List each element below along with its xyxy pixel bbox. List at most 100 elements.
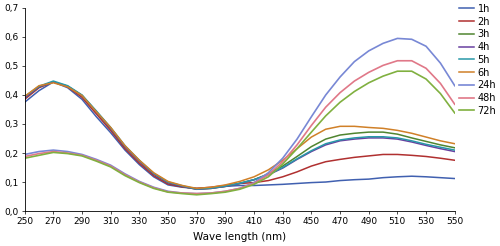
72h: [22, 157, 28, 160]
24h: [352, 60, 358, 63]
48h: [294, 143, 300, 146]
2h: [108, 129, 114, 132]
Line: 5h: 5h: [24, 81, 454, 189]
4h: [380, 137, 386, 139]
48h: [122, 173, 128, 176]
1h: [180, 186, 186, 189]
72h: [150, 187, 156, 190]
1h: [122, 149, 128, 152]
1h: [36, 89, 42, 92]
48h: [322, 106, 328, 109]
48h: [408, 59, 414, 62]
48h: [22, 155, 28, 158]
6h: [236, 180, 242, 183]
6h: [50, 81, 56, 84]
5h: [208, 187, 214, 190]
72h: [165, 191, 171, 194]
72h: [194, 193, 200, 196]
3h: [22, 96, 28, 99]
72h: [322, 114, 328, 117]
72h: [251, 183, 257, 186]
1h: [266, 184, 272, 186]
48h: [222, 190, 228, 193]
4h: [165, 181, 171, 184]
2h: [165, 183, 171, 185]
1h: [452, 177, 458, 180]
Line: 3h: 3h: [24, 82, 454, 189]
72h: [180, 192, 186, 195]
6h: [108, 126, 114, 129]
5h: [136, 159, 142, 162]
4h: [94, 110, 100, 113]
2h: [22, 98, 28, 101]
2h: [222, 184, 228, 187]
1h: [236, 184, 242, 187]
72h: [208, 192, 214, 195]
48h: [266, 173, 272, 176]
6h: [22, 95, 28, 98]
1h: [352, 178, 358, 181]
24h: [180, 192, 186, 195]
4h: [294, 158, 300, 161]
72h: [294, 147, 300, 150]
24h: [251, 181, 257, 184]
48h: [366, 71, 372, 74]
4h: [394, 138, 400, 140]
72h: [308, 131, 314, 134]
1h: [294, 182, 300, 185]
48h: [136, 181, 142, 184]
4h: [22, 96, 28, 99]
72h: [94, 160, 100, 163]
6h: [79, 94, 85, 97]
48h: [94, 159, 100, 162]
3h: [36, 85, 42, 88]
5h: [352, 137, 358, 139]
72h: [79, 154, 85, 157]
48h: [236, 187, 242, 190]
2h: [79, 96, 85, 99]
1h: [136, 163, 142, 166]
6h: [222, 184, 228, 186]
Line: 48h: 48h: [24, 61, 454, 194]
5h: [280, 166, 285, 169]
1h: [380, 176, 386, 179]
1h: [50, 80, 56, 83]
5h: [294, 157, 300, 160]
72h: [438, 92, 444, 95]
3h: [122, 145, 128, 148]
1h: [79, 98, 85, 101]
6h: [380, 127, 386, 130]
4h: [180, 185, 186, 188]
72h: [452, 111, 458, 114]
5h: [236, 182, 242, 185]
6h: [165, 180, 171, 183]
2h: [64, 85, 70, 88]
4h: [366, 137, 372, 139]
72h: [380, 75, 386, 77]
5h: [165, 181, 171, 184]
2h: [266, 179, 272, 182]
4h: [64, 85, 70, 88]
6h: [280, 159, 285, 162]
Line: 2h: 2h: [24, 82, 454, 188]
48h: [280, 160, 285, 163]
3h: [108, 127, 114, 130]
1h: [222, 185, 228, 188]
5h: [180, 184, 186, 187]
5h: [423, 143, 429, 146]
3h: [94, 110, 100, 113]
24h: [136, 180, 142, 183]
4h: [236, 182, 242, 185]
4h: [222, 185, 228, 188]
72h: [266, 175, 272, 178]
1h: [423, 175, 429, 178]
72h: [280, 163, 285, 166]
1h: [165, 184, 171, 186]
2h: [408, 154, 414, 157]
2h: [50, 80, 56, 83]
3h: [136, 160, 142, 163]
24h: [122, 172, 128, 175]
1h: [194, 187, 200, 190]
5h: [108, 126, 114, 129]
1h: [408, 175, 414, 178]
